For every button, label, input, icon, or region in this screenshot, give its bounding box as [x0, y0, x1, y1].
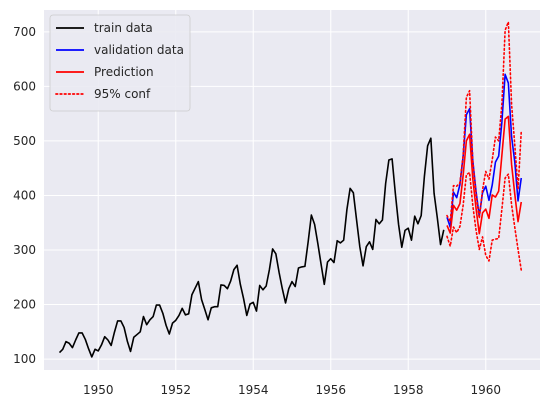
y-tick-label: 100: [13, 352, 36, 366]
y-tick-label: 700: [13, 25, 36, 39]
series-lines: [58, 21, 523, 358]
legend: train data validation data Prediction 95% c…: [49, 14, 191, 112]
x-tick-label: 1956: [315, 383, 346, 397]
x-tick-label: 1960: [470, 383, 501, 397]
x-tick-label: 1952: [160, 383, 191, 397]
legend-frame: [49, 14, 191, 112]
y-tick-label: 500: [13, 134, 36, 148]
series-line-3: [446, 21, 523, 223]
series-line-2: [446, 115, 523, 235]
x-tick-label: 1950: [83, 383, 114, 397]
y-tick-labels: 100 200 300 400 500 600 700: [13, 25, 36, 366]
series-line-1: [446, 73, 523, 228]
legend-label: Prediction: [94, 65, 154, 79]
legend-label: validation data: [94, 43, 184, 57]
x-tick-label: 1958: [393, 383, 424, 397]
legend-label: train data: [94, 21, 153, 35]
y-tick-label: 600: [13, 79, 36, 93]
series-line-0: [58, 137, 445, 358]
y-tick-label: 400: [13, 188, 36, 202]
y-tick-label: 300: [13, 243, 36, 257]
y-tick-label: 200: [13, 298, 36, 312]
x-tick-label: 1954: [238, 383, 269, 397]
x-tick-labels: 1950 1952 1954 1956 1958 1960: [83, 383, 501, 397]
legend-label: 95% conf: [94, 87, 151, 101]
series-line-4: [446, 171, 523, 271]
